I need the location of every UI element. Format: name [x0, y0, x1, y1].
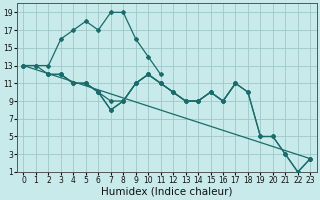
- X-axis label: Humidex (Indice chaleur): Humidex (Indice chaleur): [101, 187, 233, 197]
